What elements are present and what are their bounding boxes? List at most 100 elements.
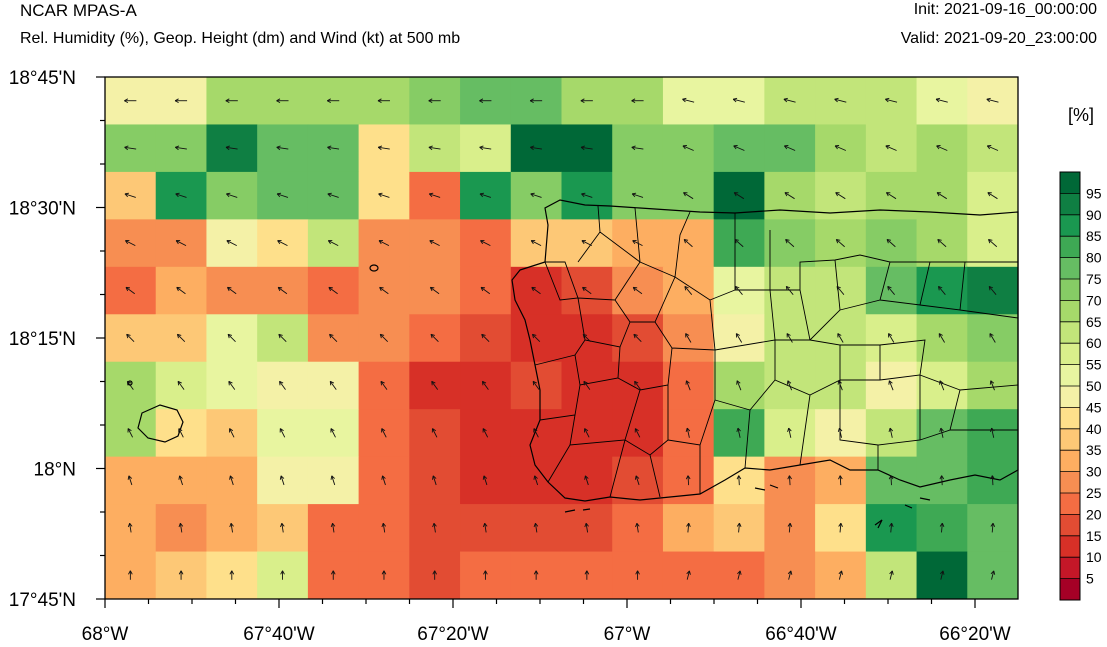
wind-arrow bbox=[581, 192, 593, 198]
wind-arrow bbox=[431, 380, 439, 390]
colorbar-segment bbox=[1060, 493, 1080, 515]
wind-arrow bbox=[479, 98, 492, 104]
desecheo-islet bbox=[369, 264, 379, 272]
wind-arrow bbox=[428, 145, 441, 151]
colorbar-segment bbox=[1060, 578, 1080, 601]
wind-arrow bbox=[327, 98, 340, 104]
colorbar-segment bbox=[1060, 343, 1080, 365]
wind-arrow bbox=[682, 145, 694, 151]
axis-ticks bbox=[96, 76, 976, 608]
wind-arrow bbox=[381, 428, 387, 438]
wind-arrow bbox=[480, 286, 491, 295]
colorbar-label: 30 bbox=[1086, 464, 1102, 480]
wind-arrow bbox=[837, 427, 843, 438]
wind-arrow bbox=[935, 97, 948, 103]
wind-arrow bbox=[381, 570, 387, 580]
wind-arrow bbox=[837, 380, 843, 391]
wind-arrow bbox=[482, 522, 488, 533]
longitude-labels: 68°W 67°40'W 67°20'W 67°W 66°40'W 66°20'W bbox=[82, 624, 1011, 645]
wind-arrow bbox=[785, 238, 795, 248]
wind-arrow bbox=[124, 145, 137, 151]
wind-arrow bbox=[279, 428, 286, 438]
wind-arrow bbox=[327, 192, 339, 198]
wind-arrow bbox=[531, 333, 541, 343]
wind-arrow bbox=[936, 192, 947, 200]
wind-arrow bbox=[532, 380, 540, 390]
wind-arrow bbox=[683, 192, 694, 200]
wind-barbs-layer bbox=[124, 97, 999, 580]
wind-arrow bbox=[787, 427, 792, 438]
wind-arrow bbox=[127, 522, 133, 533]
wind-arrow bbox=[432, 475, 437, 486]
wind-arrow bbox=[128, 570, 133, 580]
wind-arrow bbox=[330, 570, 336, 580]
wind-arrow bbox=[176, 286, 186, 295]
colorbar-label: 20 bbox=[1086, 506, 1102, 522]
wind-arrow bbox=[430, 333, 439, 343]
field-subtitle: Rel. Humidity (%), Geop. Height (dm) and… bbox=[20, 30, 461, 47]
wind-arrow bbox=[330, 428, 336, 438]
wind-arrow bbox=[838, 570, 844, 580]
wind-arrow bbox=[835, 238, 845, 248]
wind-arrow bbox=[378, 240, 390, 247]
puerto-rico-outline bbox=[511, 199, 1019, 502]
colorbar-segment bbox=[1060, 193, 1080, 216]
wind-arrow bbox=[379, 286, 389, 295]
wind-arrow bbox=[886, 238, 896, 248]
wind-arrow bbox=[431, 428, 438, 438]
wind-arrow bbox=[631, 145, 644, 151]
wind-arrow bbox=[885, 192, 897, 200]
wind-arrow bbox=[837, 333, 844, 343]
wind-arrow bbox=[834, 97, 847, 103]
wind-arrow bbox=[330, 475, 336, 486]
wind-arrow bbox=[124, 98, 137, 104]
colorbar-label: 15 bbox=[1086, 528, 1102, 544]
colorbar-label: 90 bbox=[1086, 207, 1102, 223]
wind-arrow bbox=[329, 380, 337, 390]
wind-arrow bbox=[330, 522, 336, 533]
colorbar-segment bbox=[1060, 514, 1080, 537]
wind-arrow bbox=[631, 98, 644, 104]
colorbar-label: 60 bbox=[1086, 335, 1102, 351]
wind-arrow bbox=[581, 240, 593, 247]
wind-arrow bbox=[582, 333, 591, 343]
wind-arrow bbox=[889, 570, 894, 580]
wind-arrow bbox=[328, 286, 338, 295]
colorbar-label: 25 bbox=[1086, 485, 1102, 501]
wind-arrow bbox=[635, 522, 640, 533]
colorbar-segment bbox=[1060, 364, 1080, 387]
wind-arrow bbox=[685, 333, 692, 343]
wind-arrow bbox=[482, 475, 488, 486]
wind-arrow bbox=[986, 97, 999, 103]
wind-arrow bbox=[225, 98, 238, 104]
wind-arrow bbox=[685, 380, 691, 391]
wind-arrow bbox=[277, 286, 288, 295]
colorbar-segment bbox=[1060, 172, 1080, 194]
lon-tick-label: 67°40'W bbox=[243, 624, 314, 645]
wind-arrow bbox=[737, 570, 742, 580]
wind-arrow bbox=[225, 145, 238, 151]
colorbar-segment bbox=[1060, 257, 1080, 280]
wind-arrow bbox=[735, 285, 743, 295]
wind-arrow bbox=[838, 475, 843, 486]
lat-tick-label: 18°30'N bbox=[9, 199, 76, 220]
wind-arrow bbox=[483, 570, 488, 580]
colorbar-label: 70 bbox=[1086, 292, 1102, 308]
wind-arrow bbox=[785, 285, 794, 295]
wind-arrow bbox=[276, 145, 289, 151]
wind-arrow bbox=[533, 475, 539, 486]
wind-arrow bbox=[732, 97, 745, 103]
wind-arrow bbox=[938, 285, 946, 295]
wind-arrow bbox=[734, 238, 744, 248]
colorbar-segment bbox=[1060, 471, 1080, 494]
wind-arrow bbox=[584, 475, 589, 486]
wind-arrow bbox=[175, 145, 187, 151]
wind-arrow bbox=[178, 522, 184, 533]
wind-arrow bbox=[682, 97, 695, 103]
wind-arrow bbox=[429, 240, 440, 247]
wind-arrow bbox=[786, 333, 793, 343]
wind-arrow bbox=[481, 380, 489, 390]
wind-arrow bbox=[327, 240, 339, 247]
wind-arrow bbox=[736, 427, 741, 438]
